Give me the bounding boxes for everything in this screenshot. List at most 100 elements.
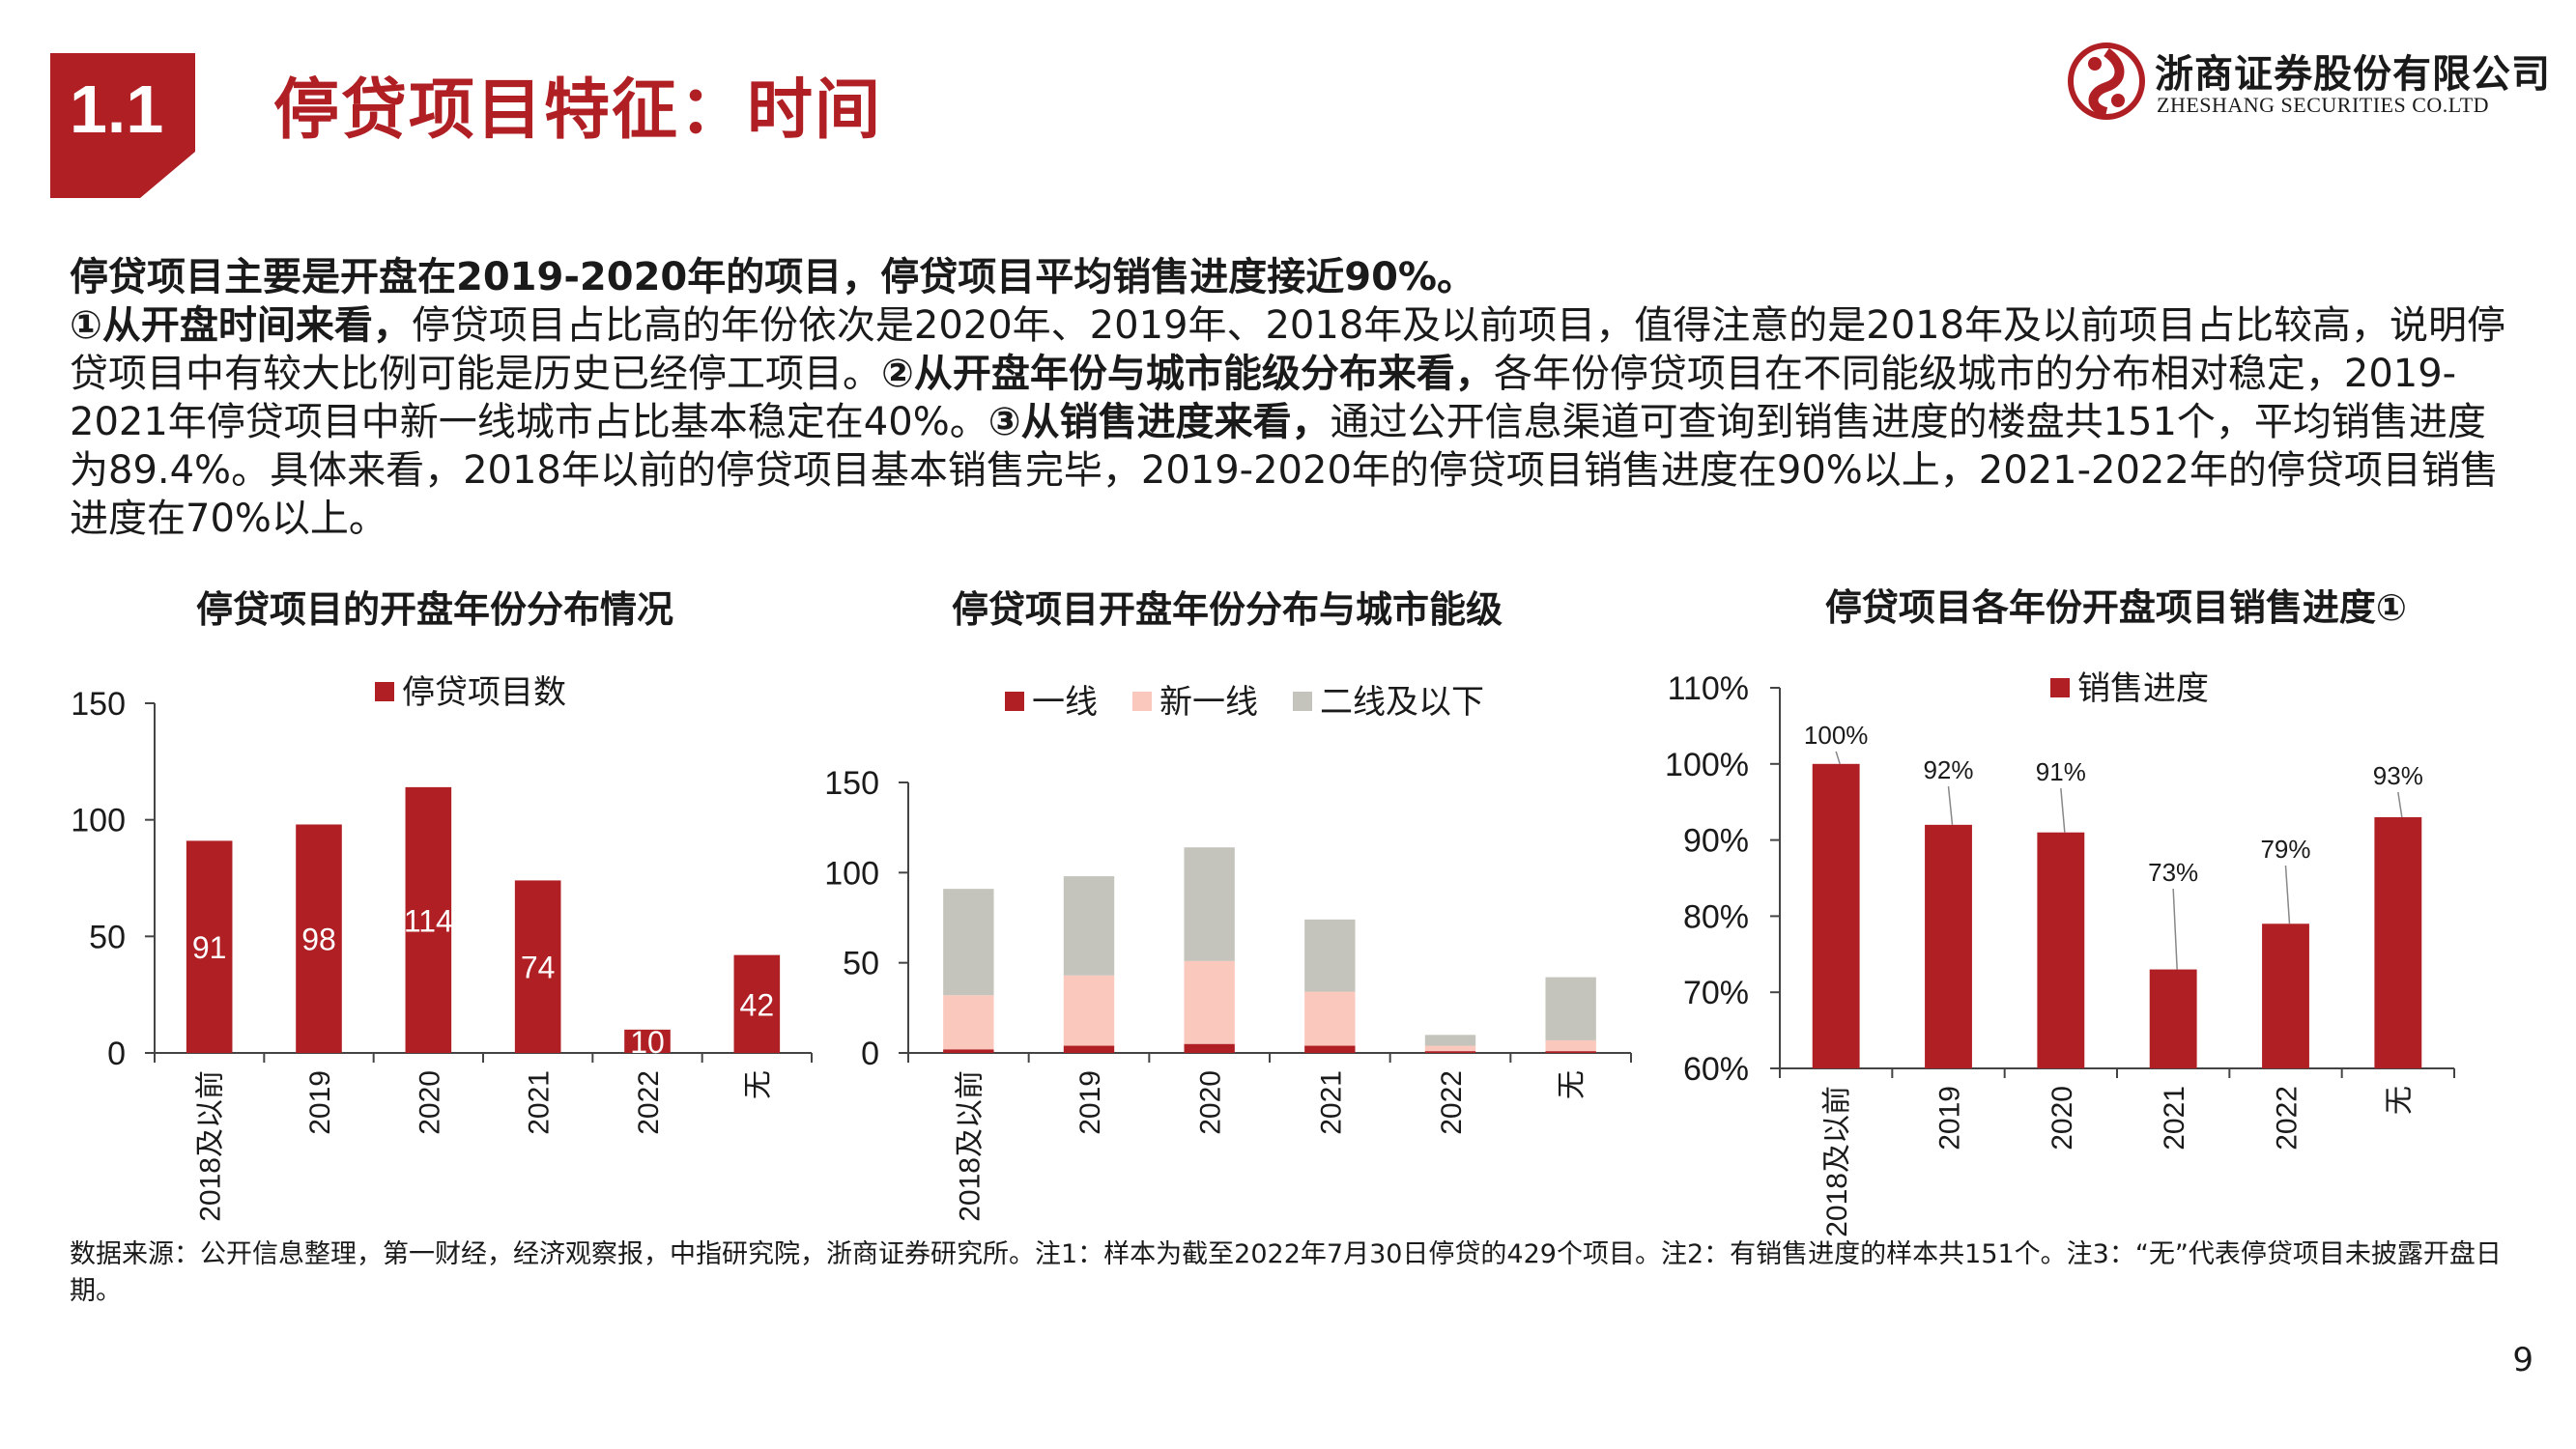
logo-chinese-name: 浙商证券股份有限公司 (2155, 51, 2551, 97)
chart2-bar-segment (1184, 960, 1235, 1044)
chart1-y-tick-label: 0 (107, 1036, 126, 1072)
chart2-x-tick-label: 2019 (1074, 1070, 1106, 1135)
chart3-x-tick-label: 2021 (2159, 1086, 2190, 1151)
chart3-legend-swatch (2050, 678, 2070, 697)
summary-text: 停贷项目主要是开盘在2019-2020年的项目，停贷项目平均销售进度接近90%。… (70, 253, 2524, 543)
chart2-bar-segment (1184, 1043, 1235, 1053)
chart2-bar-segment (1545, 1051, 1596, 1053)
chart1-x-tick-label: 2020 (414, 1070, 445, 1135)
chart2-bar-segment (1424, 1051, 1476, 1053)
chart1-bar (733, 954, 781, 1053)
chart1-data-label: 91 (192, 930, 227, 965)
source-footnote: 数据来源：公开信息整理，第一财经，经济观察报，中指研究院，浙商证券研究所。注1：… (70, 1239, 2502, 1306)
zheshang-logo-icon (2068, 43, 2145, 120)
chart1-x-tick-label: 2022 (633, 1070, 665, 1135)
chart3-leader-line (1835, 751, 1841, 765)
chart3-y-tick-label: 100% (1665, 747, 1749, 783)
chart2-x-tick-label: 2018及以前 (954, 1070, 986, 1222)
chart3-y-tick-label: 70% (1683, 975, 1749, 1011)
chart3-legend-label: 销售进度 (2077, 670, 2209, 707)
chart1-y-tick-label: 50 (89, 919, 126, 955)
chart3-bar (2262, 923, 2309, 1068)
chart2-y-tick-label: 50 (843, 946, 879, 982)
chart1-y-tick-label: 100 (71, 803, 126, 839)
chart3-leader-line (2172, 888, 2178, 970)
chart2-legend-swatch (1293, 692, 1312, 711)
chart1-data-label: 74 (521, 951, 556, 985)
chart3-y-tick-label: 110% (1668, 670, 1749, 707)
point1-heading: ①从开盘时间来看， (70, 303, 412, 348)
chart2-legend-label: 新一线 (1159, 684, 1258, 721)
chart2-bar-segment (1304, 991, 1356, 1046)
chart1-x-tick-label: 无 (742, 1070, 774, 1099)
chart3-data-label: 100% (1804, 721, 1869, 750)
chart2-legend-label: 一线 (1032, 684, 1098, 721)
chart2-title: 停贷项目开盘年份分布与城市能级 (951, 588, 1503, 631)
chart3-data-label: 91% (2036, 757, 2086, 786)
chart2-bar-segment (1304, 919, 1356, 992)
chart3-x-tick-label: 2020 (2046, 1086, 2078, 1151)
chart3-x-tick-label: 无 (2384, 1086, 2416, 1115)
chart2-bar-segment (1063, 876, 1115, 976)
chart3-data-label: 92% (1923, 755, 1973, 784)
chart2-legend-swatch (1132, 692, 1152, 711)
chart3-bar (2149, 969, 2197, 1068)
chart2-bar-segment (1545, 1039, 1596, 1052)
chart2-bar-segment (1184, 847, 1235, 961)
chart3-bar (2037, 832, 2085, 1068)
chart2-y-tick-label: 0 (861, 1036, 879, 1072)
chart3-leader-line (1947, 785, 1954, 825)
chart3-leader-line (2397, 791, 2403, 818)
chart1-data-label: 98 (301, 923, 336, 957)
chart3-x-tick-label: 2022 (2272, 1086, 2304, 1151)
chart1-y-tick-label: 150 (71, 686, 126, 723)
chart1-data-label: 114 (404, 903, 453, 938)
point1-text: 停贷项目占比高的年份依次是2020年、2019年、2018年及以前项目，值得注意… (70, 303, 2506, 396)
chart1-bar (624, 1029, 671, 1053)
chart1-bar (514, 880, 561, 1053)
chart2-bar-segment (1063, 1045, 1115, 1053)
chart3-bar (1925, 824, 1972, 1068)
chart1-title: 停贷项目的开盘年份分布情况 (195, 588, 673, 631)
section-badge: 1.1 (50, 53, 195, 198)
chart2-bar-segment (943, 995, 994, 1050)
chart3-y-tick-label: 80% (1683, 898, 1749, 935)
chart2-bar-segment (943, 1049, 994, 1053)
logo-english-name: ZHESHANG SECURITIES CO.LTD (2157, 93, 2490, 117)
chart1-bar (296, 824, 342, 1053)
chart2-bar-segment (1424, 1035, 1476, 1046)
chart3-y-tick-label: 60% (1683, 1051, 1749, 1088)
chart3-leader-line (2284, 865, 2291, 924)
chart1-legend-swatch (375, 682, 394, 701)
chart3-data-label: 73% (2148, 858, 2198, 887)
chart2-legend-label: 二线及以下 (1320, 684, 1484, 721)
chart2-y-tick-label: 150 (824, 765, 879, 802)
point3-text: 通过公开信息渠道可查询到销售进度的楼盘共151个，平均销售进度为89.4%。具体… (70, 400, 2499, 541)
chart1-x-tick-label: 2019 (304, 1070, 336, 1135)
chart1-x-tick-label: 2021 (524, 1070, 556, 1135)
chart2-bar-segment (1545, 977, 1596, 1040)
chart2-bar-segment (943, 889, 994, 996)
chart2-bar-segment (1063, 975, 1115, 1046)
chart3-bar (2374, 816, 2422, 1068)
chart3-x-tick-label: 2018及以前 (1821, 1086, 1853, 1237)
chart2-bar-segment (1304, 1045, 1356, 1053)
chart2-x-tick-label: 2021 (1315, 1070, 1347, 1135)
chart1-legend-label: 停贷项目数 (402, 674, 566, 711)
point2-text: 各年份停贷项目在不同能级城市的分布相对稳定，2019-2021年停贷项目中新一线… (70, 352, 2457, 444)
chart3-leader-line (2060, 787, 2066, 833)
summary-lead: 停贷项目主要是开盘在2019-2020年的项目，停贷项目平均销售进度接近90%。 (70, 255, 1475, 299)
chart1-x-tick-label: 2018及以前 (195, 1070, 227, 1222)
chart3-data-label: 79% (2260, 835, 2310, 864)
chart1-data-label: 10 (630, 1025, 665, 1060)
chart2-x-tick-label: 2022 (1436, 1070, 1468, 1135)
point2-heading: ②从开盘年份与城市能级分布来看， (881, 352, 1494, 396)
chart3-data-label: 93% (2373, 761, 2423, 790)
chart3-y-tick-label: 90% (1683, 823, 1749, 860)
chart1-bar (405, 786, 452, 1053)
chart2-x-tick-label: 无 (1557, 1070, 1589, 1099)
chart1-bar (186, 840, 233, 1053)
